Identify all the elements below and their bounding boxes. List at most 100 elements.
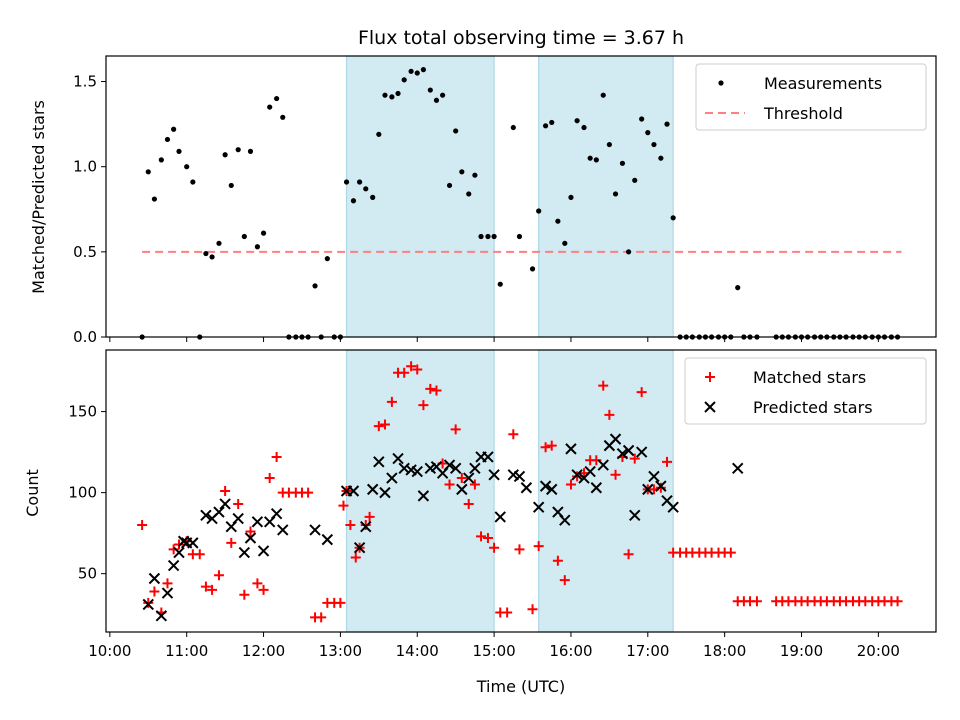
measurement-point — [433, 97, 440, 103]
predicted-stars-point — [539, 480, 552, 492]
matched-stars-point — [379, 419, 390, 430]
matched-stars-point — [418, 400, 429, 411]
measurement-point — [581, 124, 587, 131]
matched-stars-point — [143, 597, 154, 608]
predicted-stars-point — [648, 470, 660, 483]
top-axes-frame — [105, 55, 937, 338]
predicted-stars-point — [456, 483, 468, 496]
measurement-point — [145, 169, 151, 175]
legend-label: Measurements — [764, 74, 882, 93]
bottom-panel: 50 100 150 10:00 11:00 12:00 13:00 14:00 15:00 16… — [68, 349, 937, 660]
matched-stars-point — [476, 531, 487, 542]
matched-stars-point — [456, 473, 467, 484]
legend-box — [695, 63, 927, 131]
predicted-stars-point — [177, 535, 190, 547]
measurement-point — [247, 148, 254, 154]
legend-marker — [704, 401, 716, 413]
measurement-point — [478, 233, 484, 240]
measurement-point — [639, 116, 645, 122]
x-tick-label: 10:00 — [88, 642, 131, 660]
predicted-stars-point — [642, 483, 654, 496]
predicted-stars-point — [622, 444, 635, 457]
matched-stars-point — [258, 584, 269, 595]
measurement-point — [658, 155, 664, 161]
matched-stars-point — [149, 586, 160, 597]
matched-stars-point — [463, 498, 474, 509]
x-tick-label: 13:00 — [319, 642, 362, 660]
measurement-point — [600, 92, 606, 98]
predicted-stars-point — [584, 465, 596, 478]
predicted-stars-point — [520, 482, 533, 494]
matched-stars-point — [482, 533, 493, 543]
measurement-point — [466, 191, 472, 197]
predicted-stars-point — [469, 462, 481, 475]
measurement-point — [235, 147, 241, 153]
predicted-stars-point — [590, 482, 603, 494]
x-tick-label: 19:00 — [780, 642, 823, 660]
matched-stars-point — [610, 469, 621, 480]
measurement-point — [619, 160, 626, 166]
matched-stars-point — [226, 537, 237, 548]
predicted-stars-point — [347, 485, 360, 497]
measurement-point — [382, 92, 388, 98]
measurement-point — [549, 119, 555, 126]
top-chart-title: Flux total observing time = 3.67 h — [358, 27, 684, 49]
measurement-point — [209, 254, 215, 260]
predicted-stars-point — [309, 524, 321, 536]
matched-stars-point — [572, 471, 583, 482]
measurement-point — [222, 152, 228, 158]
matched-stars-point — [552, 555, 563, 566]
measurement-point — [459, 169, 465, 175]
measurement-point — [542, 123, 549, 129]
predicted-stars-point — [559, 514, 571, 526]
measurement-point — [363, 186, 369, 192]
predicted-stars-point — [597, 459, 609, 471]
matched-stars-point — [412, 364, 423, 375]
measurement-point — [670, 215, 676, 221]
predicted-stars-point — [366, 483, 379, 496]
predicted-stars-series — [142, 433, 744, 622]
measurement-point — [376, 131, 382, 137]
measurement-point — [472, 172, 478, 178]
measurement-point — [555, 218, 561, 224]
measurement-point — [408, 68, 414, 74]
matched-stars-point — [502, 607, 513, 618]
predicted-stars-point — [463, 472, 475, 484]
measurement-point — [664, 121, 670, 127]
measurement-point — [440, 92, 446, 98]
measurement-point — [593, 157, 599, 163]
bottom-x-axis-label: Time (UTC) — [476, 677, 565, 696]
measurement-point — [171, 126, 177, 132]
x-tick-label: 12:00 — [242, 642, 285, 660]
top-y-axis-label: Matched/Predicted stars — [29, 100, 48, 294]
predicted-stars-point — [667, 501, 679, 513]
predicted-stars-point — [161, 587, 174, 599]
legend-marker — [705, 372, 715, 382]
x-tick-label: 14:00 — [396, 642, 439, 660]
measurement-point — [184, 164, 190, 170]
measurement-point — [350, 198, 357, 204]
matched-stars-point — [252, 578, 263, 589]
measurement-point — [516, 233, 523, 240]
top-panel: 0.0 0.5 1.0 1.5 Measurements Threshold — [73, 55, 937, 346]
predicted-stars-point — [167, 559, 180, 572]
predicted-stars-point — [213, 506, 225, 518]
measurement-point — [414, 70, 420, 76]
predicted-stars-point — [173, 546, 185, 559]
measurements-series — [139, 67, 901, 340]
measurement-point — [216, 240, 222, 246]
matched-stars-point — [508, 429, 519, 440]
predicted-stars-point — [417, 490, 430, 502]
measurement-point — [536, 208, 542, 214]
matched-stars-point — [213, 570, 224, 581]
predicted-stars-point — [360, 520, 372, 533]
predicted-stars-point — [655, 480, 667, 492]
matched-stars-point — [406, 361, 417, 372]
bottom-shaded-window-1 — [345, 349, 495, 633]
matched-stars-point — [271, 451, 282, 462]
matched-stars-point — [233, 498, 244, 509]
predicted-stars-point — [449, 462, 462, 475]
matched-stars-point — [725, 547, 736, 558]
measurement-point — [612, 191, 619, 197]
